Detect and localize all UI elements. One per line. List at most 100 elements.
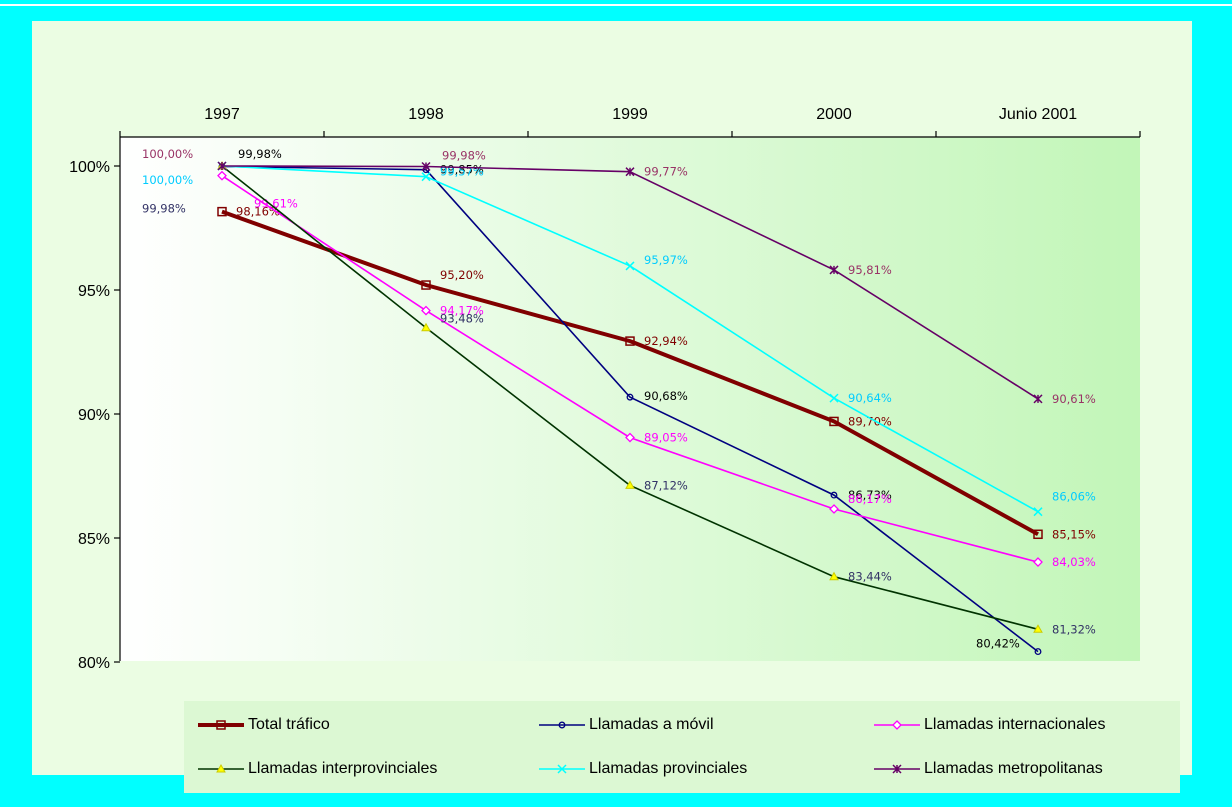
legend-item: Llamadas internacionales [874,715,1105,735]
legend-swatch [874,764,920,774]
data-label: 86,73% [848,488,892,502]
data-point [625,167,635,177]
series-3: 99,61%94,17%89,05%86,17%84,03% [217,170,1096,569]
series-line [221,165,1039,653]
data-point [217,170,227,181]
legend-marker [558,721,566,729]
data-point [421,280,431,290]
data-label: 89,05% [644,431,688,445]
data-point [421,322,431,332]
data-label: 90,64% [848,391,892,405]
legend-swatch [874,720,920,730]
legend-item: Llamadas provinciales [539,759,747,779]
series-2: 99,98% 99,85% 90,68% 86,73% 80,42% [142,163,1042,656]
legend-marker [216,720,226,730]
data-label: 81,32% [1052,622,1096,636]
legend-item: Llamadas interprovinciales [198,759,437,779]
data-label: 85,15% [1052,527,1096,541]
data-label: 86,17% [848,492,892,506]
data-label: 99,85% [440,163,484,177]
series-5: 100,00%99,57%95,97%90,64%86,06% [142,161,1096,517]
line-chart: 1997 1998 1999 2000 Junio 2001 100% 95% 90% 85% 8… [69,106,1141,672]
legend-item: Total tráfico [198,715,330,735]
legend-marker [892,720,902,730]
data-point [1034,648,1042,656]
data-point [1033,507,1043,517]
series-line [221,209,1039,537]
x-tick-label: 1999 [612,106,648,123]
data-label: 95,20% [440,268,484,282]
data-point [626,393,634,401]
data-label: 86,06% [1052,490,1096,504]
legend-swatch [198,720,244,730]
legend-swatch [539,721,585,729]
data-point [625,480,635,489]
data-point [1033,529,1043,540]
data-label: 94,17% [440,304,484,318]
data-point [421,305,431,316]
data-label: 99,98% [238,147,282,161]
y-tick-label: 80% [78,655,110,672]
legend-marker [557,764,567,774]
data-label: 95,81% [848,263,892,277]
data-point [1033,557,1043,567]
data-label: 90,61% [1052,392,1096,406]
legend-label: Llamadas provinciales [589,760,748,777]
data-label: 87,12% [644,478,688,492]
x-tick-label: 2000 [816,106,852,123]
data-label: 99,77% [644,165,688,179]
data-label: 84,03% [1052,555,1096,569]
legend: Total tráfico Llamadas a móvil Llamadas in… [184,701,1180,793]
series-4: 99,98% 93,48% 87,12% 83,44% 81,32% [217,147,1096,636]
legend-label: Llamadas metropolitanas [924,760,1103,777]
y-tick-label: 90% [78,407,110,424]
data-point [829,393,839,403]
data-point [421,161,431,172]
data-point [421,172,431,182]
data-label: 93,48% [440,312,484,326]
legend-marker [892,764,902,774]
data-label: 83,44% [848,570,892,584]
legend-label: Total tráfico [248,716,330,733]
data-point [625,261,635,271]
y-tick-label: 95% [78,283,110,300]
data-point [625,432,635,443]
data-label: 100,00% [142,147,193,161]
y-tick-label: 100% [69,159,110,176]
y-tick-label: 85% [78,531,110,548]
data-label: 99,98% [142,201,186,215]
data-label: 92,94% [644,334,688,348]
data-point [830,491,838,499]
data-label: 99,98% [442,148,486,162]
data-point [217,161,227,171]
legend-label: Llamadas internacionales [924,716,1106,733]
data-point [1033,624,1043,633]
data-point [217,206,227,217]
top-border-line [0,4,1232,6]
legend-swatch [198,763,244,773]
data-label: 80,42% [976,637,1020,651]
legend-marker [216,763,226,773]
legend-item: Llamadas metropolitanas [874,759,1103,779]
data-point [829,504,839,514]
legend-item: Llamadas a móvil [539,715,714,735]
data-label: 90,68% [644,389,688,403]
data-point [829,265,839,275]
legend-swatch [539,764,585,774]
data-point [625,336,635,346]
x-tick-label: Junio 2001 [999,106,1077,123]
data-label: 100,00% [142,173,193,187]
data-label: 98,16% [236,205,280,219]
data-label: 95,97% [644,253,688,267]
legend-label: Llamadas interprovinciales [248,760,438,777]
chart-area: 1997 1998 1999 2000 Junio 2001 100% 95% 90% 85% 8… [32,21,1192,793]
data-point [829,571,839,581]
plot-background [120,137,1140,661]
series-6: 100,00% 99,98% 99,77% 95,81% 90,61% [142,147,1096,406]
data-point [1033,394,1043,404]
data-point [829,416,839,427]
x-tick-label: 1998 [408,106,444,123]
legend-label: Llamadas a móvil [589,716,714,733]
x-tick-label: 1997 [204,106,240,123]
